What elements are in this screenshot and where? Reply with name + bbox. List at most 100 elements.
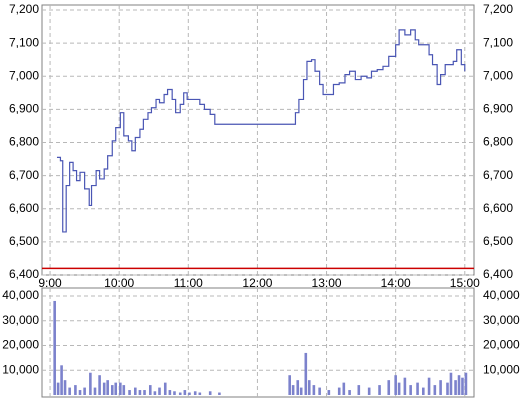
- volume-bar: [464, 372, 468, 395]
- volume-bar: [106, 380, 109, 395]
- volume-bar: [427, 377, 431, 395]
- x-tick-label: 13:00: [312, 276, 342, 290]
- volume-bar: [357, 385, 361, 395]
- volume-bar: [153, 391, 157, 395]
- volume-bar: [312, 385, 316, 395]
- volume-bar: [387, 380, 391, 395]
- y-tick-label-right: 6,600: [483, 201, 513, 215]
- y-tick-label: 30,000: [2, 313, 39, 327]
- y-tick-label-right: 20,000: [483, 338, 520, 352]
- volume-bar: [119, 382, 122, 395]
- volume-bar: [134, 387, 137, 395]
- y-tick-label-right: 6,500: [483, 234, 513, 248]
- x-tick-label: 10:00: [104, 276, 134, 290]
- x-tick-label: 14:00: [381, 276, 411, 290]
- x-tick-label: 12:00: [242, 276, 272, 290]
- plot-frame: [41, 287, 475, 398]
- volume-bar: [397, 382, 401, 395]
- volume-bar: [446, 382, 449, 395]
- volume-bar: [457, 375, 461, 395]
- volume-bar: [337, 387, 341, 395]
- y-tick-label-right: 10,000: [483, 362, 520, 376]
- y-tick-label: 20,000: [2, 338, 39, 352]
- plot-frame: [41, 4, 475, 276]
- volume-bar: [461, 377, 464, 395]
- y-tick-label: 6,800: [9, 135, 39, 149]
- volume-bar: [416, 382, 419, 395]
- volume-bar: [53, 300, 56, 395]
- volume-bar: [168, 390, 172, 395]
- volume-bar: [143, 390, 146, 395]
- y-tick-label: 7,100: [9, 35, 39, 49]
- volume-bar: [60, 365, 63, 395]
- volume-bar: [403, 377, 407, 395]
- volume-bar: [454, 380, 457, 395]
- volume-bar: [183, 390, 187, 395]
- volume-bar: [422, 387, 425, 395]
- y-tick-label: 7,000: [9, 68, 39, 82]
- volume-bar: [68, 387, 71, 395]
- y-tick-label: 6,900: [9, 102, 39, 116]
- volume-bar: [304, 352, 308, 395]
- volume-bar: [218, 392, 221, 395]
- y-tick-label: 6,500: [9, 234, 39, 248]
- volume-bar: [110, 385, 114, 395]
- volume-bar: [378, 385, 381, 395]
- volume-bar: [449, 372, 453, 395]
- volume-bar: [122, 385, 126, 395]
- volume-bar: [296, 380, 300, 395]
- y-tick-label-right: 6,800: [483, 135, 513, 149]
- y-tick-label: 6,400: [9, 267, 39, 281]
- y-tick-label-right: 6,700: [483, 168, 513, 182]
- volume-bar: [102, 382, 106, 395]
- volume-bar: [198, 392, 202, 395]
- volume-bar: [89, 372, 92, 395]
- volume-bar: [208, 391, 212, 395]
- volume-bar: [307, 380, 311, 395]
- volume-bar: [439, 380, 442, 395]
- volume-bar: [163, 382, 167, 395]
- y-tick-label-right: 7,200: [483, 2, 513, 16]
- y-tick-label-right: 6,900: [483, 102, 513, 116]
- y-tick-label-right: 7,100: [483, 35, 513, 49]
- y-tick-label-right: 6,400: [483, 267, 513, 281]
- volume-bar: [93, 387, 97, 395]
- volume-bar: [342, 382, 346, 395]
- volume-bar: [78, 390, 82, 395]
- volume-bar: [299, 387, 303, 395]
- price-line: [56, 29, 466, 233]
- volume-bar: [173, 391, 176, 395]
- volume-bar: [348, 390, 351, 395]
- volume-bar: [367, 387, 371, 395]
- volume-bar: [83, 387, 86, 395]
- volume-bar: [74, 385, 77, 395]
- y-tick-label-right: 40,000: [483, 288, 520, 302]
- volume-bar: [114, 382, 118, 395]
- volume-bar: [63, 380, 67, 395]
- volume-bar: [327, 390, 331, 395]
- volume-bar: [148, 385, 152, 395]
- volume-bar: [394, 375, 397, 395]
- volume-bar: [193, 391, 197, 395]
- volume-bar: [291, 385, 295, 395]
- y-tick-label: 6,700: [9, 168, 39, 182]
- volume-bar: [288, 375, 291, 395]
- volume-bar: [98, 375, 101, 395]
- volume-bar: [318, 387, 321, 395]
- volume-bar: [138, 390, 142, 395]
- volume-bar: [433, 385, 437, 395]
- volume-bar: [178, 392, 182, 395]
- y-tick-label-right: 30,000: [483, 313, 520, 327]
- volume-bar: [409, 385, 412, 395]
- y-tick-label: 40,000: [2, 288, 39, 302]
- y-tick-label: 10,000: [2, 362, 39, 376]
- volume-bar: [158, 387, 161, 395]
- y-tick-label-right: 7,000: [483, 68, 513, 82]
- volume-bar: [128, 390, 131, 395]
- volume-bar: [56, 382, 60, 395]
- x-tick-label: 9:00: [38, 276, 62, 290]
- x-tick-label: 15:00: [450, 276, 480, 290]
- y-tick-label: 6,600: [9, 201, 39, 215]
- x-tick-label: 11:00: [174, 276, 203, 290]
